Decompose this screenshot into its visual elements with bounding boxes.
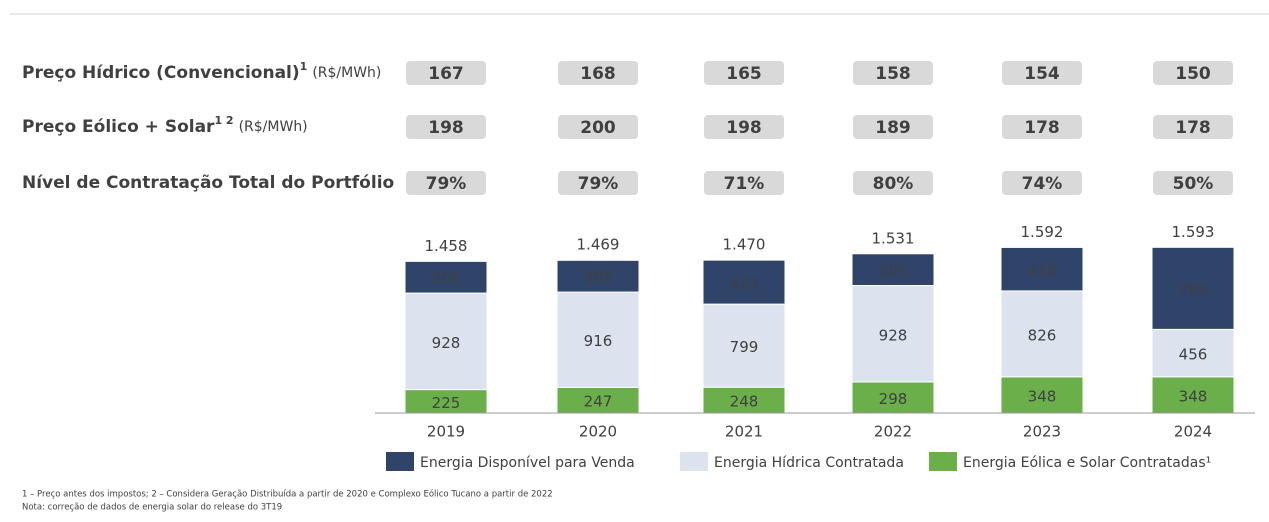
value-text: 158 xyxy=(875,64,911,84)
value-pill xyxy=(704,171,784,195)
bar-label: 348 xyxy=(1179,387,1208,405)
bar-segment xyxy=(702,303,786,388)
bar-label: 928 xyxy=(432,334,461,352)
row-label: Nível de Contratação Total do Portfólio xyxy=(22,173,394,193)
total-label: 1.592 xyxy=(1021,223,1064,241)
value-pill xyxy=(406,61,486,85)
value-text: 198 xyxy=(726,118,762,138)
value-pill xyxy=(704,61,784,85)
value-pill xyxy=(1153,61,1233,85)
bar-label: 826 xyxy=(1028,326,1057,344)
value-text: 71% xyxy=(724,174,765,194)
total-label: 1.593 xyxy=(1172,223,1215,241)
legend-swatch xyxy=(929,452,957,471)
x-tick-label: 2022 xyxy=(874,423,912,441)
footnote: 1 – Preço antes dos impostos; 2 – Consid… xyxy=(22,489,553,500)
value-pill xyxy=(853,115,933,139)
bar-segment xyxy=(851,253,935,286)
bar-label: 305 xyxy=(584,269,613,287)
bar-label: 305 xyxy=(432,270,461,288)
value-text: 74% xyxy=(1022,174,1063,194)
bar-label: 305 xyxy=(879,262,908,280)
bar-segment xyxy=(1000,290,1084,378)
row-label-text: Preço Eólico + Solar xyxy=(22,117,215,137)
bar-segment xyxy=(404,260,488,294)
bar-label: 248 xyxy=(730,393,759,411)
bar-label: 799 xyxy=(730,338,759,356)
row-label-text: Preço Hídrico (Convencional) xyxy=(22,63,300,83)
value-text: 79% xyxy=(426,174,467,194)
value-text: 154 xyxy=(1024,64,1060,84)
bar-label: 423 xyxy=(730,275,759,293)
value-pill xyxy=(558,61,638,85)
bar-label: 456 xyxy=(1179,346,1208,364)
value-text: 178 xyxy=(1175,118,1211,138)
bar-segment xyxy=(1151,246,1235,330)
bar-segment xyxy=(556,259,640,293)
value-pill xyxy=(853,171,933,195)
footnote: Nota: correção de dados de energia solar… xyxy=(22,503,282,513)
legend-swatch xyxy=(386,452,414,471)
value-text: 150 xyxy=(1175,64,1211,84)
total-label: 1.469 xyxy=(577,236,620,254)
value-pill xyxy=(558,171,638,195)
value-pill xyxy=(558,115,638,139)
bar-label: 418 xyxy=(1028,262,1057,280)
value-pill xyxy=(1002,171,1082,195)
legend-swatch xyxy=(680,452,708,471)
x-tick-label: 2021 xyxy=(725,423,763,441)
total-label: 1.531 xyxy=(872,229,915,247)
row-label-text: Nível de Contratação Total do Portfólio xyxy=(22,173,394,193)
value-text: 79% xyxy=(578,174,619,194)
value-text: 165 xyxy=(726,64,762,84)
value-pill xyxy=(853,61,933,85)
value-text: 80% xyxy=(873,174,914,194)
legend-label: Energia Disponível para Venda xyxy=(420,455,635,471)
bar-label: 348 xyxy=(1028,387,1057,405)
bar-label: 298 xyxy=(879,390,908,408)
value-text: 168 xyxy=(580,64,616,84)
value-text: 200 xyxy=(580,118,616,138)
value-pill xyxy=(1002,61,1082,85)
bar-label: 247 xyxy=(584,393,613,411)
bar-segment xyxy=(1000,246,1084,292)
value-text: 50% xyxy=(1173,174,1214,194)
value-pill xyxy=(406,115,486,139)
legend-label: Energia Eólica e Solar Contratadas¹ xyxy=(963,455,1211,471)
bar-label: 928 xyxy=(879,326,908,344)
bar-segment xyxy=(702,259,786,305)
x-tick-label: 2020 xyxy=(579,423,617,441)
row-label: Preço Eólico + Solar1 2 (R$/MWh) xyxy=(22,114,308,137)
row-label: Preço Hídrico (Convencional)1 (R$/MWh) xyxy=(22,60,381,83)
value-pill xyxy=(1002,115,1082,139)
bar-segment xyxy=(1151,376,1235,414)
total-label: 1.458 xyxy=(425,237,468,255)
value-text: 198 xyxy=(428,118,464,138)
row-label-unit: (R$/MWh) xyxy=(312,65,381,81)
value-text: 178 xyxy=(1024,118,1060,138)
x-tick-label: 2023 xyxy=(1023,423,1061,441)
bar-segment xyxy=(556,291,640,388)
bar-label: 789 xyxy=(1179,281,1208,299)
x-tick-label: 2024 xyxy=(1174,423,1212,441)
total-label: 1.470 xyxy=(723,236,766,254)
bar-label: 225 xyxy=(432,394,461,412)
legend-label: Energia Hídrica Contratada xyxy=(714,455,904,471)
row-label-superscript: 1 2 xyxy=(214,114,233,127)
value-text: 167 xyxy=(428,64,464,84)
value-pill xyxy=(704,115,784,139)
value-pill xyxy=(1153,171,1233,195)
bar-label: 916 xyxy=(584,332,613,350)
bar-segment xyxy=(1000,376,1084,414)
value-pill xyxy=(406,171,486,195)
x-tick-label: 2019 xyxy=(427,423,465,441)
value-pill xyxy=(1153,115,1233,139)
row-label-unit: (R$/MWh) xyxy=(239,119,308,135)
value-text: 189 xyxy=(875,118,911,138)
row-label-superscript: 1 xyxy=(300,60,308,73)
